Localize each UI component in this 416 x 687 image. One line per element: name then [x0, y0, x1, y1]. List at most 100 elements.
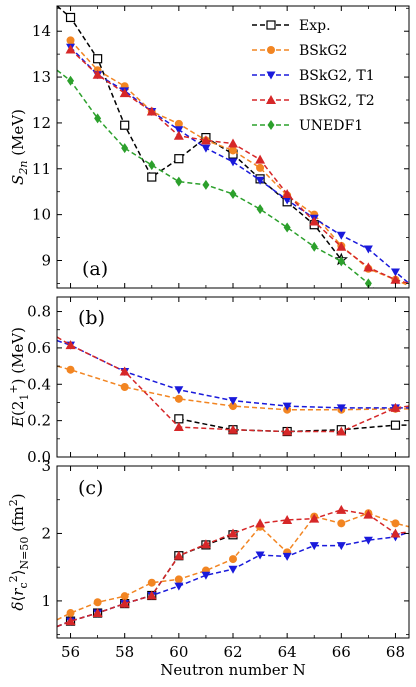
panel-b-bskg2-t1-point [174, 386, 184, 395]
panel-c-series [57, 504, 409, 628]
legend-item-bskg2-t1: BSkG2, T1 [252, 68, 375, 84]
panel-b-series-exp [174, 414, 409, 437]
panel-a-bskg2-t2-point [65, 44, 76, 54]
panel-a-unedf1-point [229, 189, 237, 199]
panel-c-bskg2-t2-point [282, 514, 293, 524]
panel-a-bskg2-point [229, 146, 237, 155]
panel-a-exp-point [174, 154, 184, 164]
y-tick-label: 11 [32, 160, 51, 178]
y-tick-label: 2 [41, 524, 51, 542]
panel-a-exp-point [147, 172, 157, 182]
panel-a-unedf1-point [283, 222, 291, 233]
panel-b-series-bskg2 [57, 365, 409, 414]
panel-c-bskg2-point [391, 519, 400, 528]
panel-c-bskg2-t1-point [228, 565, 238, 574]
panel-a-bskg2-t2-point [390, 274, 401, 284]
panel-a-label: (a) [82, 258, 108, 280]
panel-c-bskg2-t2-point [390, 528, 401, 538]
panel-b-bskg2-t2-point [119, 366, 130, 376]
panel-a-bskg2-t1-point [174, 126, 184, 135]
panel-c-series-bskg2-t2 [57, 504, 409, 628]
x-axis-title: Neutron number N [160, 661, 305, 679]
panel-a-unedf1-point [148, 160, 156, 171]
panel-b-bskg2-t2-point [390, 402, 401, 412]
panel-a-bskg2-t1-point [390, 268, 400, 277]
panel-a-bskg2-t1-point [228, 158, 238, 167]
x-tick-label: 68 [386, 643, 405, 661]
panel-c-bskg2-t2-point [65, 616, 76, 626]
panel-c-bskg2-point [174, 575, 183, 584]
panel-a-unedf1-point [256, 204, 264, 215]
panel-c-bskg2-t1-point [309, 542, 319, 551]
panel-a-bskg2-point [174, 119, 183, 128]
panel-c-frame [56, 465, 410, 639]
panel-a-bskg2-t2-point [200, 135, 211, 145]
panel-c-ylabel: δ⟨rc2⟩N=50 (fm2) [7, 493, 31, 610]
legend-label: BSkG2, T1 [299, 68, 375, 84]
panel-a-exp-point [93, 54, 103, 64]
panel-a-bskg2-t1-point [255, 176, 265, 185]
legend-item-bskg2-t2: BSkG2, T2 [252, 93, 375, 109]
panel-b-bskg2-t2-point [173, 422, 184, 431]
panel-c-ticks: 56 58 60 62 64 66 68 1 2 3 [41, 457, 409, 661]
legend-marker [267, 120, 275, 130]
panel-c-bskg2-point [120, 592, 129, 601]
legend-marker [266, 95, 276, 104]
panel-c-bskg2-t2-point [173, 550, 184, 560]
legend: Exp. BSkG2 BSkG2, T1 BSkG2, T2 UNEDF1 [252, 18, 375, 134]
panel-a-bskg2-t1-point [336, 231, 346, 240]
panel-a-series-unedf1 [57, 69, 394, 309]
legend-label: Exp. [299, 18, 331, 34]
panel-a-bskg2-t1-line [70, 46, 409, 284]
panel-b-bskg2-point [66, 365, 75, 374]
panel-c-bskg2-t2-point [255, 518, 266, 528]
panel-b-series-bskg2-t1 [57, 339, 409, 413]
panel-c-bskg2-t1-line [57, 531, 409, 628]
panel-a-bskg2-t2-point [228, 138, 238, 148]
panel-c-bskg2-t1-point [336, 542, 346, 551]
panel-a-unedf1-point [202, 179, 210, 190]
panel-c-bskg2-point [147, 578, 156, 587]
y-tick-label: 3 [41, 457, 51, 475]
panel-c: 56 58 60 62 64 66 68 1 2 3 (c) δ⟨rc2⟩N=50 (fm2) [7, 457, 410, 661]
legend-label: BSkG2, T2 [299, 93, 375, 109]
y-tick-label: 0.8 [27, 303, 51, 321]
x-tick-label: 66 [332, 643, 351, 661]
panel-b-ylabel: E(21+) (MeV) [7, 327, 31, 428]
panel-a-bskg2-point [256, 163, 265, 172]
panel-a-exp-point [65, 12, 76, 23]
panel-a: 9 10 11 12 13 14 (a) S2n (MeV) Exp. BSkG2 BSkG2… [9, 5, 410, 309]
y-tick-label: 14 [32, 22, 51, 40]
panel-a-bskg2-t2-point [309, 216, 320, 226]
panel-c-bskg2-t1-point [255, 551, 265, 560]
panel-c-bskg2-t2-point [363, 509, 374, 519]
panel-b-bskg2-t2-point [228, 424, 238, 434]
panel-b-series-bskg2-t2 [57, 336, 409, 436]
y-tick-label: 0.6 [27, 339, 51, 357]
panel-c-series-bskg2 [57, 509, 409, 621]
panel-c-bskg2-t2-point [119, 598, 130, 608]
panel-b-bskg2-t1-point [336, 404, 346, 413]
panel-a-unedf1-point [94, 113, 102, 124]
y-tick-label: 1 [41, 592, 51, 610]
y-tick-label: 9 [41, 251, 51, 269]
panel-b: 0.0 0.2 0.4 0.6 0.8 (b) E(21+) (MeV) [7, 296, 410, 466]
panel-c-bskg2-t2-point [92, 608, 103, 618]
panel-b-bskg2-t2-point [65, 340, 76, 350]
y-tick-label: 13 [32, 68, 51, 86]
panel-b-bskg2-point [229, 402, 237, 411]
x-tick-label: 58 [115, 643, 134, 661]
panel-a-unedf1-line [57, 69, 375, 288]
panel-c-bskg2-t1-point [363, 536, 373, 545]
panel-b-bskg2-t2-point [336, 426, 347, 436]
legend-marker [266, 20, 276, 30]
y-tick-label: 12 [32, 114, 51, 132]
panel-c-bskg2-t1-point [174, 582, 184, 591]
panel-a-unedf1-point [387, 299, 394, 309]
panel-c-bskg2-t2-point [200, 539, 211, 549]
legend-marker [267, 46, 275, 54]
y-tick-label: 0.2 [27, 412, 51, 430]
panel-a-bskg2-t2-point [282, 189, 293, 198]
panel-a-bskg2-t2-point [255, 154, 266, 164]
